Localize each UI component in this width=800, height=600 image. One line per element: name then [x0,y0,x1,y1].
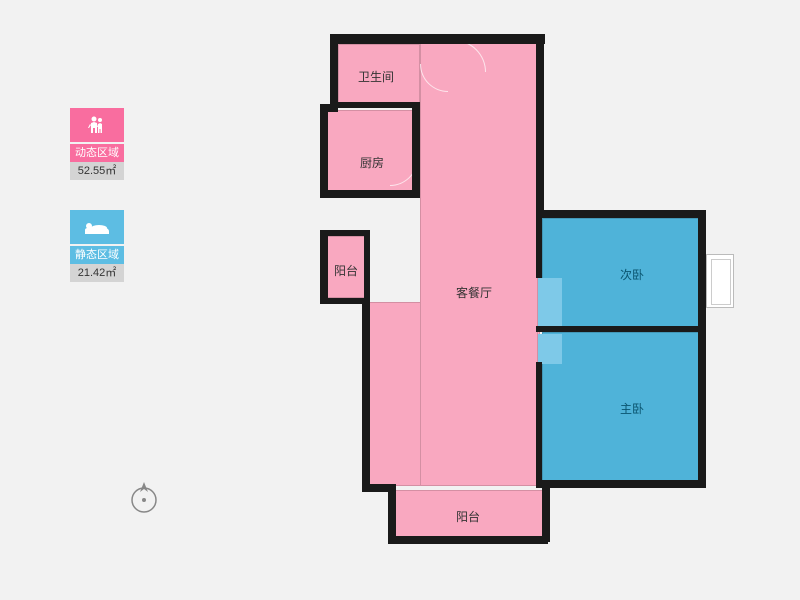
legend-static-label: 静态区域 [70,246,124,264]
wall [536,210,706,218]
wall [412,104,420,198]
people-icon [70,108,124,142]
wall [364,230,370,300]
wall [330,34,545,44]
sleep-icon [70,210,124,244]
legend: 动态区域 52.55㎡ 静态区域 21.42㎡ [70,108,124,312]
wall [542,484,550,542]
legend-dynamic: 动态区域 52.55㎡ [70,108,124,180]
legend-dynamic-label: 动态区域 [70,144,124,162]
wall [388,484,396,542]
floorplan: 卫生间 厨房 阳台 客餐厅 次卧 主卧 阳台 [290,26,745,576]
wall [536,326,706,332]
label-living: 客餐厅 [456,284,492,301]
balcony-exterior [706,254,734,308]
label-balcony2: 阳台 [456,508,480,525]
room-living [420,40,538,486]
wall [362,298,370,492]
legend-static-value: 21.42㎡ [70,264,124,282]
wall [338,102,420,108]
compass-icon [127,480,161,514]
wall [330,34,338,110]
label-bathroom: 卫生间 [358,68,394,85]
legend-dynamic-value: 52.55㎡ [70,162,124,180]
wall [320,230,328,302]
label-bedroom1: 主卧 [620,400,644,417]
wall [320,104,328,196]
wall [320,230,370,236]
wall [536,218,542,278]
wall [320,190,420,198]
legend-static: 静态区域 21.42㎡ [70,210,124,282]
room-bedroom2-door [538,278,562,326]
wall [536,480,706,488]
wall [698,210,706,488]
label-balcony1: 阳台 [334,262,358,279]
label-kitchen: 厨房 [360,154,384,171]
wall [536,362,542,484]
room-bedroom1-door [538,334,562,364]
wall [536,34,544,216]
wall [388,536,548,544]
label-bedroom2: 次卧 [620,266,644,283]
